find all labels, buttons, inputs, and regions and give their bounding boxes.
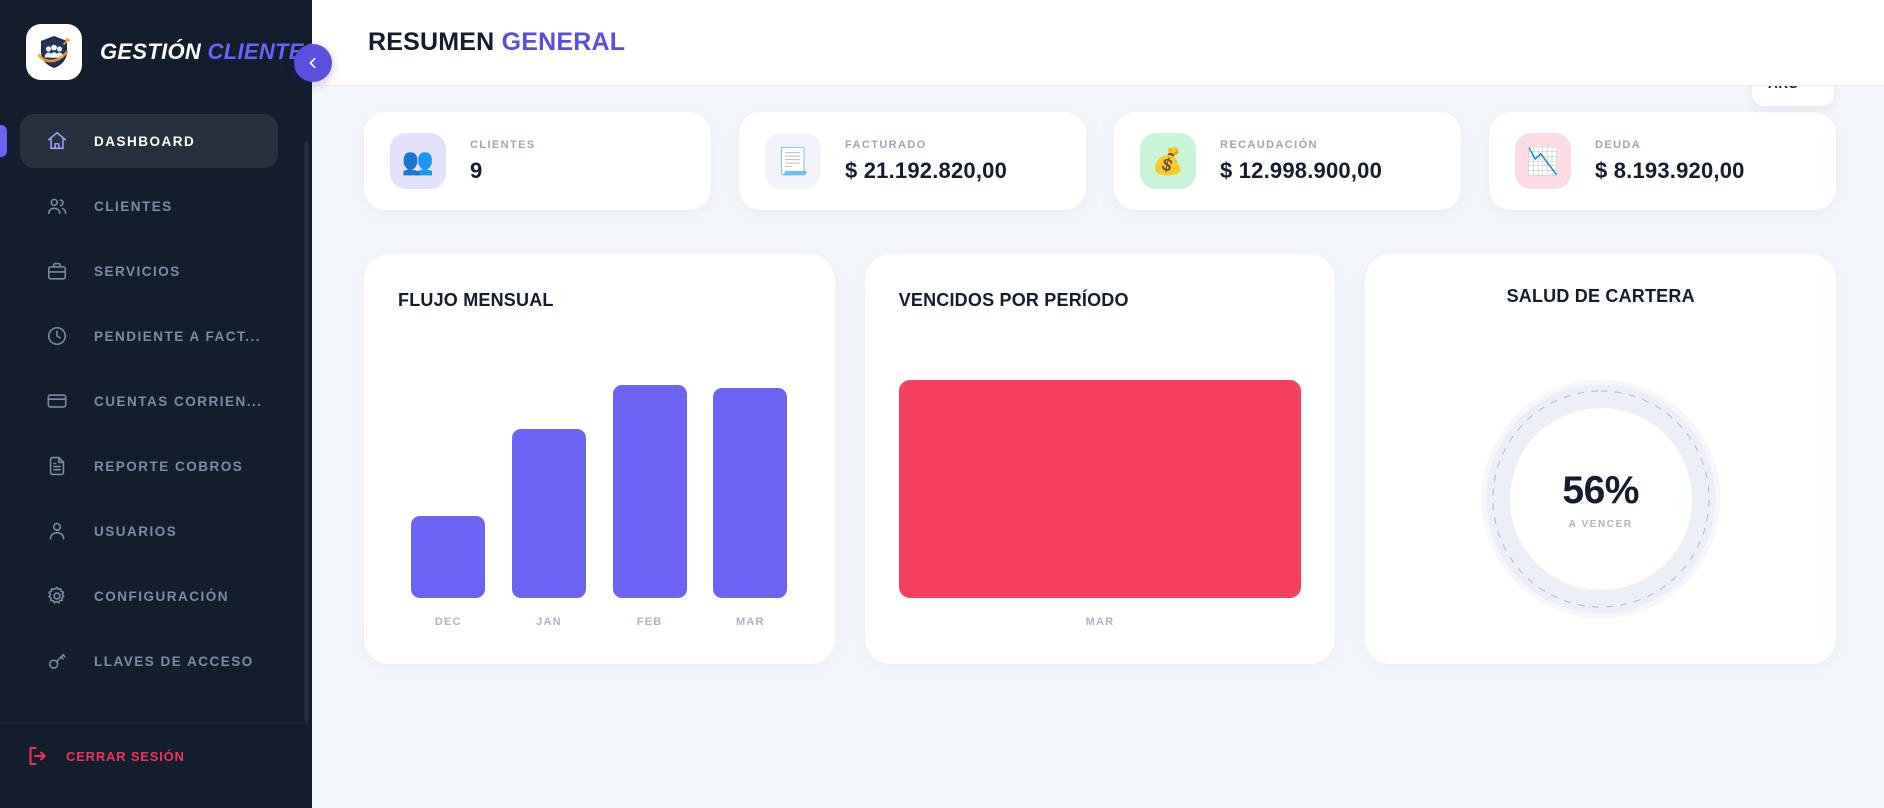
bar-column (898, 380, 1302, 598)
briefcase-icon (46, 260, 68, 282)
bar-column (408, 516, 488, 598)
main-content: RESUMEN GENERAL ARS 👥 CLIENTES 9 (312, 0, 1884, 808)
money-bag-emoji-icon: 💰 (1140, 133, 1196, 189)
logout-icon (26, 744, 50, 768)
sidebar-item-label: REPORTE COBROS (94, 458, 244, 474)
chart-title: FLUJO MENSUAL (398, 290, 554, 310)
bar-chart-flujo-mensual-labels: DEC JAN FEB MAR (398, 616, 801, 628)
bar[interactable] (898, 380, 1302, 598)
key-icon (46, 650, 68, 672)
stat-cards: 👥 CLIENTES 9 📃 FACTURADO $ 21.192.820,00… (364, 112, 1836, 210)
topbar: RESUMEN GENERAL (312, 0, 1884, 86)
sidebar-item-usuarios[interactable]: USUARIOS (20, 504, 278, 558)
stat-card-recaudacion[interactable]: 💰 RECAUDACIÓN $ 12.998.900,00 (1114, 112, 1461, 210)
brand: GESTIÓN CLIENTES (0, 0, 312, 104)
stat-label: FACTURADO (845, 138, 927, 151)
chart-card-salud-de-cartera: SALUD DE CARTERA 56% A VENCER (1365, 254, 1837, 664)
credit-card-icon (46, 390, 68, 412)
donut-percentage: 56% (1562, 468, 1639, 512)
clock-icon (46, 325, 68, 347)
logout-button[interactable]: CERRAR SESIÓN (0, 724, 312, 768)
stat-value: $ 21.192.820,00 (845, 157, 1008, 183)
sidebar-item-configuracion[interactable]: CONFIGURACIÓN (20, 569, 278, 623)
chart-card-flujo-mensual: FLUJO MENSUAL DEC JAN FEB MAR (364, 254, 835, 664)
sidebar-item-dashboard[interactable]: DASHBOARD (0, 114, 278, 168)
content-area: 👥 CLIENTES 9 📃 FACTURADO $ 21.192.820,00… (312, 86, 1884, 664)
chart-title: VENCIDOS POR PERÍODO (898, 290, 1129, 310)
sidebar-item-label: CONFIGURACIÓN (94, 588, 229, 604)
users-icon (46, 195, 68, 217)
home-icon (46, 130, 68, 152)
bar-column (509, 429, 589, 598)
sidebar-item-clientes[interactable]: CLIENTES (20, 179, 278, 233)
stat-label: RECAUDACIÓN (1220, 138, 1318, 151)
sidebar-item-servicios[interactable]: SERVICIOS (20, 244, 278, 298)
sidebar-item-cuentas-corrientes[interactable]: CUENTAS CORRIEN... (20, 374, 278, 428)
bar-column (710, 388, 790, 598)
bar[interactable] (612, 385, 687, 598)
file-text-icon (46, 455, 68, 477)
bar-label: FEB (636, 616, 663, 628)
stat-value: 9 (470, 157, 483, 183)
sidebar-footer: CERRAR SESIÓN (0, 723, 312, 808)
page-title-part-1: RESUMEN (368, 28, 495, 56)
donut-chart-salud-de-cartera: 56% A VENCER (1365, 374, 1836, 624)
sidebar-item-llaves-de-acceso[interactable]: LLAVES DE ACCESO (20, 634, 278, 688)
sidebar-item-reporte-cobros[interactable]: REPORTE COBROS (20, 439, 278, 493)
bar-label: MAR (1085, 616, 1115, 628)
sidebar-item-label: PENDIENTE A FACT... (94, 328, 262, 344)
bar[interactable] (713, 388, 788, 598)
bar-label: JAN (536, 616, 562, 628)
bar[interactable] (511, 429, 586, 598)
sidebar-item-label: LLAVES DE ACCESO (94, 653, 254, 669)
sidebar-nav: DASHBOARD CLIENTES SERVICIOS PENDIENTE A… (0, 104, 312, 723)
page-title: RESUMEN GENERAL (368, 28, 625, 57)
bar[interactable] (411, 516, 486, 598)
logout-label: CERRAR SESIÓN (66, 748, 185, 764)
sidebar: GESTIÓN CLIENTES DASHBOARD CLIENTES (0, 0, 312, 808)
donut-caption: A VENCER (1568, 518, 1633, 530)
sidebar-scrollbar[interactable] (304, 142, 309, 722)
donut-center: 56% A VENCER (1476, 374, 1726, 624)
stat-label: CLIENTES (470, 138, 536, 151)
stat-card-deuda[interactable]: 📉 DEUDA $ 8.193.920,00 (1489, 112, 1836, 210)
stat-card-clientes[interactable]: 👥 CLIENTES 9 (364, 112, 711, 210)
brand-word-1: GESTIÓN (100, 39, 202, 64)
chevron-left-icon (305, 55, 321, 71)
brand-word-2: CLIENTES (207, 39, 312, 64)
brand-title: GESTIÓN CLIENTES (100, 41, 312, 63)
bar-column (610, 385, 690, 598)
page-with-curl-emoji-icon: 📃 (765, 133, 821, 189)
chart-card-vencidos-por-periodo: VENCIDOS POR PERÍODO MAR (864, 254, 1336, 664)
chart-decreasing-emoji-icon: 📉 (1515, 133, 1571, 189)
sidebar-item-label: USUARIOS (94, 523, 178, 539)
bar-label: DEC (434, 616, 462, 628)
bar-label: MAR (735, 616, 765, 628)
sidebar-item-label: CLIENTES (94, 198, 173, 214)
gear-icon (46, 585, 68, 607)
stat-card-facturado[interactable]: 📃 FACTURADO $ 21.192.820,00 (739, 112, 1086, 210)
chart-title: SALUD DE CARTERA (1506, 286, 1695, 306)
sidebar-item-label: SERVICIOS (94, 263, 181, 279)
bar-chart-flujo-mensual (398, 358, 801, 598)
sidebar-item-pendiente-a-facturar[interactable]: PENDIENTE A FACT... (20, 309, 278, 363)
user-icon (46, 520, 68, 542)
chart-cards: FLUJO MENSUAL DEC JAN FEB MAR VENCIDOS POR … (364, 254, 1837, 664)
sidebar-item-label: CUENTAS CORRIEN... (94, 393, 263, 409)
page-title-part-2: GENERAL (501, 28, 626, 56)
sidebar-item-label: DASHBOARD (94, 133, 196, 149)
stat-value: $ 8.193.920,00 (1595, 157, 1745, 183)
sidebar-collapse-button[interactable] (294, 44, 332, 82)
shield-users-logo-icon (26, 24, 82, 80)
stat-value: $ 12.998.900,00 (1220, 157, 1383, 183)
busts-in-silhouette-emoji-icon: 👥 (390, 133, 446, 189)
stat-label: DEUDA (1595, 138, 1642, 151)
bar-chart-vencidos (898, 358, 1302, 598)
bar-chart-vencidos-labels: MAR (899, 616, 1302, 628)
